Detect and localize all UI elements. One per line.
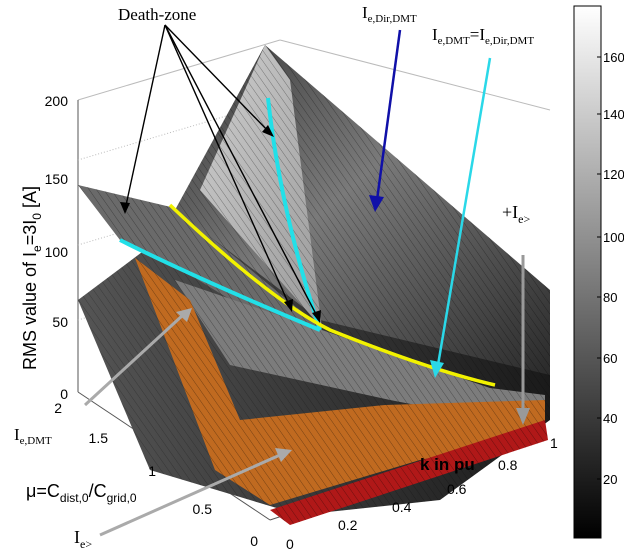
y-axis-label: μ=Cdist,0/Cgrid,0 xyxy=(26,481,137,505)
z-axis-label: RMS value of Ie=3I0 [A] xyxy=(20,186,44,370)
colorbar-gradient xyxy=(573,5,602,539)
colorbar-tick-60: 60 xyxy=(603,351,617,366)
plus-ie-label: +Ie> xyxy=(502,202,530,226)
x-axis: 0 0.2 0.4 0.6 0.8 1 xyxy=(286,435,558,552)
colorbar-tick-100: 100 xyxy=(603,230,624,245)
x-tick-0.2: 0.2 xyxy=(338,517,358,533)
y-tick-0: 0 xyxy=(250,533,258,549)
x-tick-0: 0 xyxy=(286,536,294,552)
cyan-boundary-upper xyxy=(266,97,322,331)
z-tick-100: 100 xyxy=(45,244,69,260)
z-tick-0: 0 xyxy=(60,386,68,402)
y-tick-1: 1 xyxy=(148,463,156,479)
y-tick-0.5: 0.5 xyxy=(193,501,213,517)
annotation-arrows xyxy=(83,24,530,537)
x-axis-label: k in pu xyxy=(420,455,475,474)
z-tick-50: 50 xyxy=(52,314,68,330)
i-dir-dmt-label: Ie,Dir,DMT xyxy=(362,3,417,25)
colorbar-tick-80: 80 xyxy=(603,290,617,305)
x-tick-0.8: 0.8 xyxy=(498,457,518,473)
colorbar-tick-160: 160 xyxy=(603,50,624,65)
x-tick-1: 1 xyxy=(550,435,558,451)
i-eq-label: Ie,DMT=Ie,Dir,DMT xyxy=(432,25,534,47)
cyan-boundary-lower xyxy=(119,238,321,332)
colorbar-tick-40: 40 xyxy=(603,411,617,426)
z-tick-200: 200 xyxy=(45,93,69,109)
boundary-curves xyxy=(119,97,496,387)
z-axis: 200 150 100 50 0 xyxy=(45,93,69,402)
colorbar: 160 140 120 100 80 60 40 20 xyxy=(573,5,624,539)
surface-left-plane-hatch xyxy=(78,185,322,330)
y-tick-1.5: 1.5 xyxy=(89,430,109,446)
z-tick-150: 150 xyxy=(45,171,69,187)
ie-dmt-label: Ie,DMT xyxy=(14,425,52,447)
colorbar-tick-20: 20 xyxy=(603,472,617,487)
surface-death-light-hatch xyxy=(200,45,322,328)
colorbar-tick-140: 140 xyxy=(603,107,624,122)
y-tick-2: 2 xyxy=(54,400,62,416)
death-zone-label: Death-zone xyxy=(118,5,196,24)
surface-red-hatch xyxy=(270,420,548,525)
surface-middle-grey-hatch xyxy=(175,280,545,430)
yellow-boundary xyxy=(168,203,496,387)
x-tick-0.6: 0.6 xyxy=(447,481,467,497)
y-axis: 2 1.5 1 0.5 0 xyxy=(54,400,258,549)
colorbar-tick-120: 120 xyxy=(603,167,624,182)
surface-orange-hatch xyxy=(135,258,545,505)
x-tick-0.4: 0.4 xyxy=(392,499,412,515)
ie-label: Ie> xyxy=(74,527,92,551)
